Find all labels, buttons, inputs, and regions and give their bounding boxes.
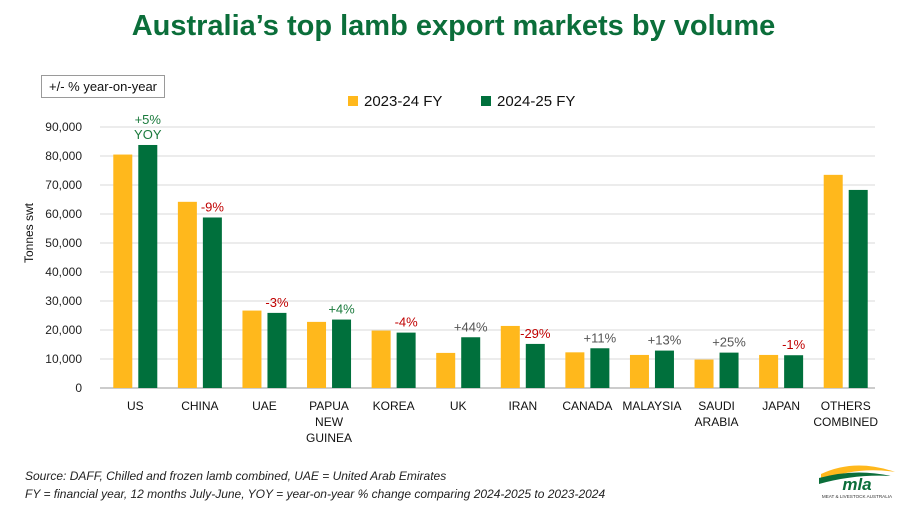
- category-label: NEW: [315, 415, 344, 429]
- bar-2024-25: [590, 348, 610, 388]
- bar-2024-25: [848, 189, 868, 388]
- page-title: Australia’s top lamb export markets by v…: [131, 10, 776, 42]
- legend-label-1: 2023-24 FY: [364, 93, 442, 110]
- legend-label-2: 2024-25 FY: [497, 93, 575, 110]
- bar-2023-24: [500, 325, 520, 388]
- category-label: US: [127, 399, 144, 413]
- y-tick-label: 10,000: [45, 352, 82, 366]
- mla-logo: mla MEAT & LIVESTOCK AUSTRALIA: [819, 465, 895, 499]
- yoy-label: +44%: [454, 319, 488, 334]
- yoy-label: +5%: [135, 112, 162, 127]
- bar-2024-25: [525, 343, 545, 388]
- bar-2023-24: [694, 359, 714, 388]
- bar-2023-24: [565, 352, 585, 388]
- yoy-label: +11%: [584, 330, 617, 345]
- category-label: MALAYSIA: [622, 399, 681, 413]
- yoy-label: -29%: [520, 326, 551, 341]
- y-tick-label: 40,000: [45, 265, 82, 279]
- category-label: CANADA: [562, 399, 612, 413]
- y-tick-label: 90,000: [45, 120, 82, 134]
- category-label: SAUDI: [698, 399, 735, 413]
- gridlines: [100, 126, 875, 389]
- y-axis-label: Tonnes swt: [22, 202, 36, 263]
- bar-2023-24: [759, 354, 779, 388]
- yoy-label: +13%: [648, 333, 682, 348]
- bar-2023-24: [629, 354, 649, 388]
- bar-2024-25: [202, 217, 222, 388]
- bar-2024-25: [654, 350, 674, 388]
- yoy-label: YOY: [134, 127, 162, 142]
- y-tick-label: 0: [75, 381, 82, 395]
- y-tick-label: 50,000: [45, 236, 82, 250]
- bar-2024-25: [267, 312, 287, 388]
- footer: Source: DAFF, Chilled and frozen lamb co…: [25, 467, 605, 503]
- category-label: JAPAN: [762, 399, 800, 413]
- category-label: OTHERS: [821, 399, 871, 413]
- category-labels: US CHINA UAE PAPUA NEW GUINEA KOREA UK IRAN CANAD…: [127, 399, 878, 445]
- bar-2023-24: [823, 174, 843, 388]
- yoy-label: -9%: [201, 199, 225, 214]
- yoy-labels: +5%YOY -9% -3% +4% -4% +44% -29% +11% +13% +25% -1…: [134, 112, 806, 352]
- y-tick-label: 80,000: [45, 149, 82, 163]
- category-label: ARABIA: [695, 415, 739, 429]
- footer-source: Source: DAFF, Chilled and frozen lamb co…: [25, 469, 447, 483]
- y-tick-label: 70,000: [45, 178, 82, 192]
- y-tick-label: 20,000: [45, 323, 82, 337]
- category-label: UAE: [252, 399, 277, 413]
- yoy-label: +25%: [712, 335, 746, 350]
- bar-2024-25: [396, 332, 416, 388]
- legend: 2023-24 FY 2024-25 FY: [348, 93, 575, 110]
- legend-swatch-2: [481, 96, 491, 106]
- y-tick-label: 30,000: [45, 294, 82, 308]
- footer-definitions: FY = financial year, 12 months July-June…: [25, 487, 606, 501]
- bar-2023-24: [177, 201, 197, 388]
- legend-swatch-1: [348, 96, 358, 106]
- bar-2024-25: [461, 337, 481, 388]
- category-label: GUINEA: [306, 431, 352, 445]
- category-label: IRAN: [508, 399, 537, 413]
- yoy-note: +/- % year-on-year: [41, 75, 166, 98]
- y-axis-ticks: 0 10,000 20,000 30,000 40,000 50,000 60,000 70,…: [45, 120, 82, 395]
- bar-2023-24: [113, 154, 133, 388]
- yoy-label: -1%: [782, 337, 806, 352]
- logo-arc: [821, 465, 895, 480]
- category-label: PAPUA: [309, 399, 349, 413]
- bar-2024-25: [138, 144, 158, 388]
- logo-wordmark: mla: [842, 475, 871, 494]
- bar-2024-25: [332, 319, 352, 388]
- bar-2023-24: [242, 310, 262, 388]
- category-label: KOREA: [373, 399, 415, 413]
- bar-2023-24: [371, 330, 391, 388]
- yoy-label: -3%: [265, 295, 289, 310]
- yoy-label: +4%: [328, 302, 355, 317]
- yoy-label: -4%: [395, 315, 419, 330]
- category-label: COMBINED: [813, 415, 878, 429]
- logo-subtitle: MEAT & LIVESTOCK AUSTRALIA: [822, 494, 893, 499]
- category-label: CHINA: [181, 399, 218, 413]
- bar-2024-25: [719, 352, 739, 388]
- category-label: UK: [450, 399, 467, 413]
- bar-2024-25: [784, 355, 804, 388]
- bar-2023-24: [307, 321, 327, 388]
- logo-arc-green: [819, 472, 891, 484]
- bar-chart: 0 10,000 20,000 30,000 40,000 50,000 60,000 70,…: [22, 93, 878, 445]
- y-tick-label: 60,000: [45, 207, 82, 221]
- bars: [113, 144, 868, 388]
- bar-2023-24: [436, 352, 456, 388]
